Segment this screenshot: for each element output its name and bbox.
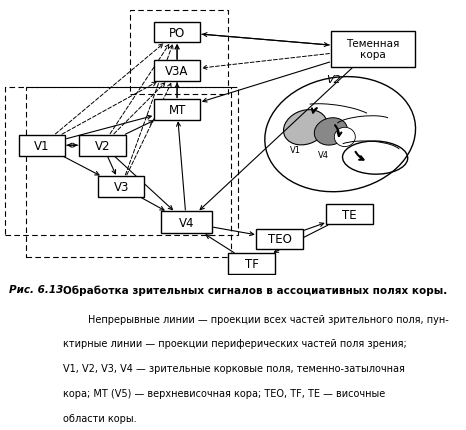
Ellipse shape bbox=[314, 118, 348, 146]
Text: V4: V4 bbox=[178, 216, 194, 229]
Text: Теменная
кора: Теменная кора bbox=[346, 39, 399, 60]
FancyBboxPatch shape bbox=[326, 204, 373, 225]
Text: V4: V4 bbox=[318, 151, 329, 160]
FancyBboxPatch shape bbox=[98, 177, 144, 197]
Text: Рис. 6.13.: Рис. 6.13. bbox=[9, 285, 68, 295]
Ellipse shape bbox=[283, 111, 327, 145]
Text: V1: V1 bbox=[290, 145, 302, 154]
FancyBboxPatch shape bbox=[79, 135, 126, 156]
Text: Непрерывные линии — проекции всех частей зрительного поля, пун-: Непрерывные линии — проекции всех частей… bbox=[63, 314, 449, 324]
FancyBboxPatch shape bbox=[154, 100, 200, 120]
FancyBboxPatch shape bbox=[161, 212, 212, 234]
Text: TEO: TEO bbox=[267, 233, 292, 246]
Text: Обработка зрительных сигналов в ассоциативных полях коры.: Обработка зрительных сигналов в ассоциат… bbox=[63, 285, 447, 295]
Text: ктирные линии — проекции периферических частей поля зрения;: ктирные линии — проекции периферических … bbox=[63, 339, 407, 349]
Text: PO: PO bbox=[169, 27, 185, 40]
Text: V1: V1 bbox=[34, 139, 50, 152]
Text: области коры.: области коры. bbox=[63, 413, 137, 423]
FancyBboxPatch shape bbox=[154, 61, 200, 82]
Text: V3A: V3A bbox=[165, 65, 189, 78]
Text: V3: V3 bbox=[114, 181, 129, 194]
FancyBboxPatch shape bbox=[154, 23, 200, 43]
FancyBboxPatch shape bbox=[331, 32, 415, 68]
Text: TF: TF bbox=[245, 258, 259, 270]
FancyBboxPatch shape bbox=[228, 254, 275, 274]
Text: кора; MT (V5) — верхневисочная кора; TEO, TF, TE — височные: кора; MT (V5) — верхневисочная кора; TEO… bbox=[63, 388, 385, 398]
Text: V2: V2 bbox=[326, 75, 341, 85]
FancyBboxPatch shape bbox=[256, 229, 303, 250]
Text: V2: V2 bbox=[95, 139, 110, 152]
Text: MT: MT bbox=[168, 104, 186, 117]
Ellipse shape bbox=[334, 128, 356, 147]
Text: V1, V2, V3, V4 — зрительные корковые поля, теменно-затылочная: V1, V2, V3, V4 — зрительные корковые пол… bbox=[63, 363, 405, 373]
FancyBboxPatch shape bbox=[19, 135, 65, 156]
Text: TE: TE bbox=[342, 208, 357, 221]
